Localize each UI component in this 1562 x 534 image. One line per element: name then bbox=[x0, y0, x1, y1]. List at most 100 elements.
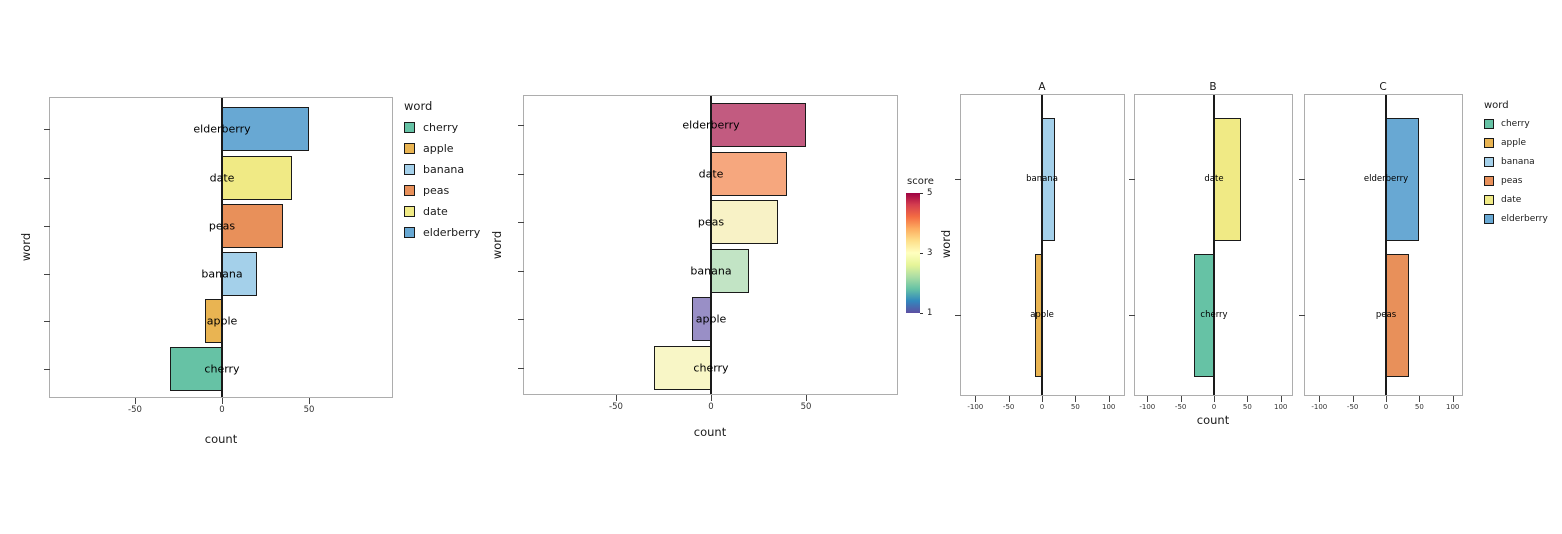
legend-item-label: apple bbox=[423, 141, 454, 155]
x-axis-tick-label: -100 bbox=[1139, 403, 1156, 411]
bar-banana bbox=[711, 249, 749, 293]
facet-title-b: B bbox=[1209, 81, 1217, 93]
zero-axis-line bbox=[1213, 95, 1215, 395]
x-axis-tick bbox=[1280, 396, 1282, 402]
fig2-plot-panel: elderberry date peas banana apple cherry -50 0 5… bbox=[518, 95, 898, 411]
legend-swatch-date bbox=[404, 205, 415, 217]
facet-a-plot-panel: banana apple -100 -50 0 50 100 bbox=[955, 94, 1125, 411]
x-axis-tick bbox=[1247, 396, 1249, 402]
legend-item-date: date bbox=[1484, 195, 1548, 205]
fig2-x-axis-label: count bbox=[693, 425, 727, 439]
x-axis-tick bbox=[1180, 396, 1182, 402]
bar-label-banana: banana bbox=[201, 267, 243, 281]
legend-item-banana: banana bbox=[404, 162, 480, 176]
legend-swatch-cherry bbox=[404, 121, 415, 133]
colorbar-tick-label: 1 bbox=[927, 307, 933, 318]
zero-axis-line bbox=[710, 96, 712, 394]
legend-item-apple: apple bbox=[1484, 138, 1548, 148]
x-axis-tick-label: -50 bbox=[1174, 403, 1187, 411]
bar-cherry bbox=[169, 347, 222, 391]
facet-title-a: A bbox=[1038, 81, 1046, 93]
fig3-x-axis-label: count bbox=[1196, 413, 1230, 427]
x-axis-tick-label: 50 bbox=[1414, 403, 1424, 411]
legend-item-peas: peas bbox=[1484, 176, 1548, 186]
x-axis-tick-label: -50 bbox=[609, 402, 623, 412]
bar-label-cherry: cherry bbox=[1200, 309, 1228, 320]
x-axis-tick bbox=[1419, 396, 1421, 402]
zero-axis-line bbox=[221, 98, 223, 397]
legend-item-date: date bbox=[404, 204, 480, 218]
legend-item-label: date bbox=[423, 204, 448, 218]
bar-label-apple: apple bbox=[695, 312, 727, 326]
x-axis-tick-label: -100 bbox=[967, 403, 984, 411]
x-axis-tick-label: 100 bbox=[1102, 403, 1116, 411]
y-axis-tick bbox=[44, 129, 50, 130]
x-axis-tick-label: -50 bbox=[1346, 403, 1359, 411]
bar-peas bbox=[711, 200, 778, 244]
bar-label-peas: peas bbox=[1375, 309, 1397, 320]
x-axis-tick-label: -50 bbox=[1002, 403, 1015, 411]
fig1-legend-items: cherry apple banana peas date elderberry bbox=[404, 120, 481, 239]
legend-item-label: peas bbox=[423, 183, 450, 197]
fig3-legend-title: word bbox=[1484, 100, 1509, 111]
x-axis-tick bbox=[711, 395, 712, 401]
legend-item-label: cherry bbox=[423, 120, 459, 134]
bar-label-peas: peas bbox=[697, 215, 725, 229]
y-axis-tick bbox=[518, 125, 524, 126]
y-axis-tick bbox=[44, 321, 50, 322]
score-colorbar-area: 5 3 1 bbox=[906, 189, 932, 317]
legend-item-label: date bbox=[1501, 194, 1522, 205]
legend-item-elderberry: elderberry bbox=[1484, 214, 1548, 224]
y-axis-tick bbox=[518, 271, 524, 272]
bar-label-cherry: cherry bbox=[693, 361, 729, 375]
fig1-y-axis-label: word bbox=[19, 232, 33, 262]
x-axis-tick-label: 0 bbox=[1039, 403, 1045, 411]
y-axis-tick bbox=[1129, 315, 1135, 316]
colorbar-title: score bbox=[907, 176, 934, 187]
legend-item-label: cherry bbox=[1501, 118, 1530, 129]
legend-swatch-apple bbox=[404, 142, 415, 154]
x-axis-tick bbox=[806, 395, 807, 401]
legend-swatch-apple bbox=[1484, 138, 1494, 148]
bar-label-apple: apple bbox=[206, 314, 238, 328]
y-axis-tick bbox=[44, 274, 50, 275]
bar-label-date: date bbox=[698, 167, 724, 181]
x-axis-tick bbox=[1386, 396, 1387, 402]
legend-item-cherry: cherry bbox=[404, 120, 480, 134]
bar-label-date: date bbox=[209, 171, 235, 185]
legend-swatch-banana bbox=[404, 163, 415, 175]
x-axis-tick bbox=[1108, 396, 1110, 402]
facet-title-c: C bbox=[1379, 81, 1387, 93]
x-axis-tick bbox=[1352, 396, 1354, 402]
bar-label-elderberry: elderberry bbox=[193, 122, 251, 136]
colorbar-tick-label: 3 bbox=[927, 247, 933, 258]
y-axis-tick bbox=[518, 222, 524, 223]
x-axis-tick-label: 0 bbox=[1211, 403, 1217, 411]
zero-axis-line bbox=[1041, 95, 1043, 395]
x-axis-tick-label: 50 bbox=[303, 405, 315, 415]
fig1-legend-title: word bbox=[404, 99, 433, 113]
bar-banana bbox=[222, 252, 257, 296]
bar-label-apple: apple bbox=[1030, 309, 1054, 320]
legend-item-label: elderberry bbox=[1501, 213, 1548, 224]
fig3-y-axis-label: word bbox=[939, 229, 953, 259]
bar-date bbox=[711, 152, 787, 196]
legend-item-label: apple bbox=[1501, 137, 1526, 148]
x-axis-tick-label: 0 bbox=[708, 402, 714, 412]
bar-cherry bbox=[654, 346, 711, 390]
legend-item-elderberry: elderberry bbox=[404, 225, 481, 239]
bar-label-elderberry: elderberry bbox=[682, 118, 740, 132]
x-axis-tick bbox=[1008, 396, 1010, 402]
legend-swatch-date bbox=[1484, 195, 1494, 205]
x-axis-tick-label: 50 bbox=[1242, 403, 1252, 411]
x-axis-tick-label: -50 bbox=[128, 405, 142, 415]
legend-item-label: elderberry bbox=[423, 225, 481, 239]
x-axis-tick-label: 100 bbox=[1274, 403, 1288, 411]
x-axis-tick-label: -100 bbox=[1311, 403, 1328, 411]
legend-item-banana: banana bbox=[1484, 157, 1548, 167]
x-axis-tick-label: 50 bbox=[1070, 403, 1080, 411]
legend-item-label: banana bbox=[423, 162, 465, 176]
y-axis-tick bbox=[518, 174, 524, 175]
fig1-x-axis-label: count bbox=[204, 432, 238, 446]
